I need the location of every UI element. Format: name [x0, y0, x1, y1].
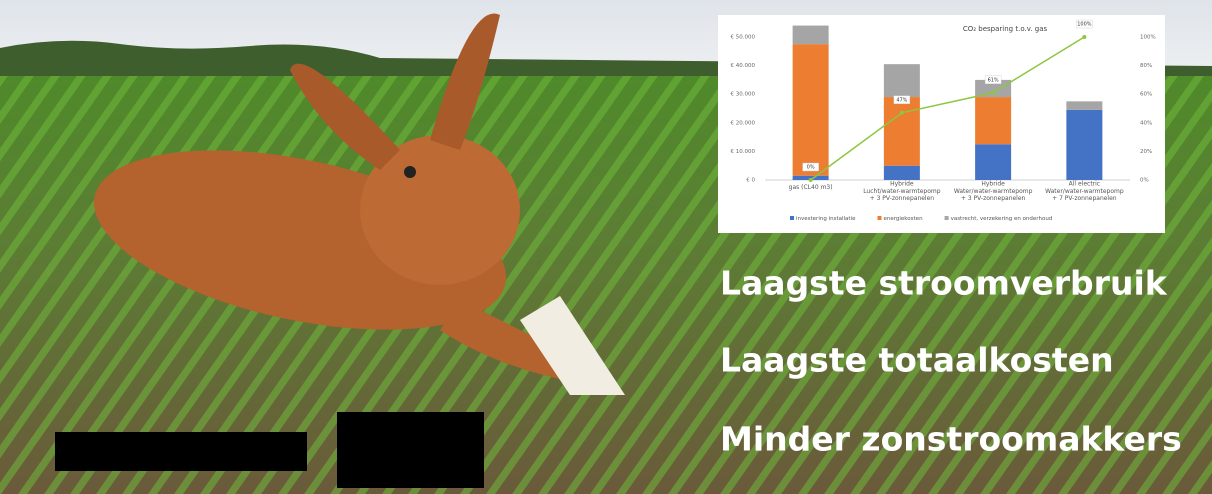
- bar-segment: [1066, 101, 1102, 110]
- marker: [991, 91, 995, 95]
- legend-swatch: [790, 216, 794, 220]
- legend-swatch: [877, 216, 881, 220]
- y-tick-label: € 0: [746, 178, 755, 184]
- x-tick-label-box: Water/water-warmtepomp + 7 PV-zonnepanel…: [1042, 188, 1126, 208]
- bar-segment: [975, 144, 1011, 180]
- legend-swatch: [945, 216, 949, 220]
- data-label: 0%: [807, 165, 815, 171]
- x-tick-label-box: gas (CL40 m3): [769, 184, 853, 204]
- bar-segment: [793, 44, 829, 176]
- data-label: 47%: [896, 97, 907, 103]
- y2-tick-label: 80%: [1140, 63, 1152, 69]
- bullet-point: Minder zonstroomakkers: [720, 420, 1182, 459]
- y2-tick-label: 40%: [1140, 120, 1152, 126]
- data-label: 100%: [1077, 22, 1092, 28]
- chart-title: CO₂ besparing t.o.v. gas: [963, 25, 1048, 33]
- category-note: All electric: [1069, 181, 1100, 188]
- slide: Laagste stroomverbruik Laagste totaalkos…: [0, 0, 1212, 494]
- y2-tick-label: 60%: [1140, 92, 1152, 98]
- bar-segment: [975, 97, 1011, 144]
- redaction: [55, 432, 307, 471]
- legend-label: vastrecht, verzekering en onderhoud: [951, 216, 1053, 222]
- x-tick-label: Water/water-warmtepomp + 3 PV-zonnepanel…: [951, 188, 1035, 202]
- bullet-point: Laagste stroomverbruik: [720, 264, 1168, 303]
- x-tick-label: gas (CL40 m3): [769, 184, 853, 191]
- x-tick-label: Lucht/water-warmtepomp + 3 PV-zonnepanel…: [860, 188, 944, 202]
- y-tick-label: € 10.000: [731, 149, 756, 155]
- bar-segment: [884, 97, 920, 166]
- bar-segment: [793, 26, 829, 45]
- bar-segment: [884, 64, 920, 97]
- category-note: Hybride: [981, 181, 1005, 188]
- x-tick-label-box: Water/water-warmtepomp + 3 PV-zonnepanel…: [951, 188, 1035, 208]
- y-tick-label: € 20.000: [731, 120, 756, 126]
- marker: [809, 178, 813, 182]
- marker: [900, 111, 904, 115]
- x-tick-label: Water/water-warmtepomp + 7 PV-zonnepanel…: [1042, 188, 1126, 202]
- y-tick-label: € 50.000: [731, 35, 756, 41]
- x-tick-label-box: Lucht/water-warmtepomp + 3 PV-zonnepanel…: [860, 188, 944, 208]
- data-label: 61%: [988, 77, 999, 83]
- bullet-point: Laagste totaalkosten: [720, 341, 1114, 380]
- bar-segment: [884, 166, 920, 180]
- y-tick-label: € 30.000: [731, 92, 756, 98]
- y2-tick-label: 100%: [1140, 35, 1156, 41]
- category-note: Hybride: [890, 181, 914, 188]
- y2-tick-label: 0%: [1140, 178, 1149, 184]
- legend-label: investering installatie: [796, 216, 856, 222]
- marker: [1082, 35, 1086, 39]
- redaction: [337, 412, 484, 488]
- legend-label: energiekosten: [883, 216, 923, 222]
- bar-segment: [1066, 110, 1102, 180]
- y-tick-label: € 40.000: [731, 63, 756, 69]
- y2-tick-label: 20%: [1140, 149, 1152, 155]
